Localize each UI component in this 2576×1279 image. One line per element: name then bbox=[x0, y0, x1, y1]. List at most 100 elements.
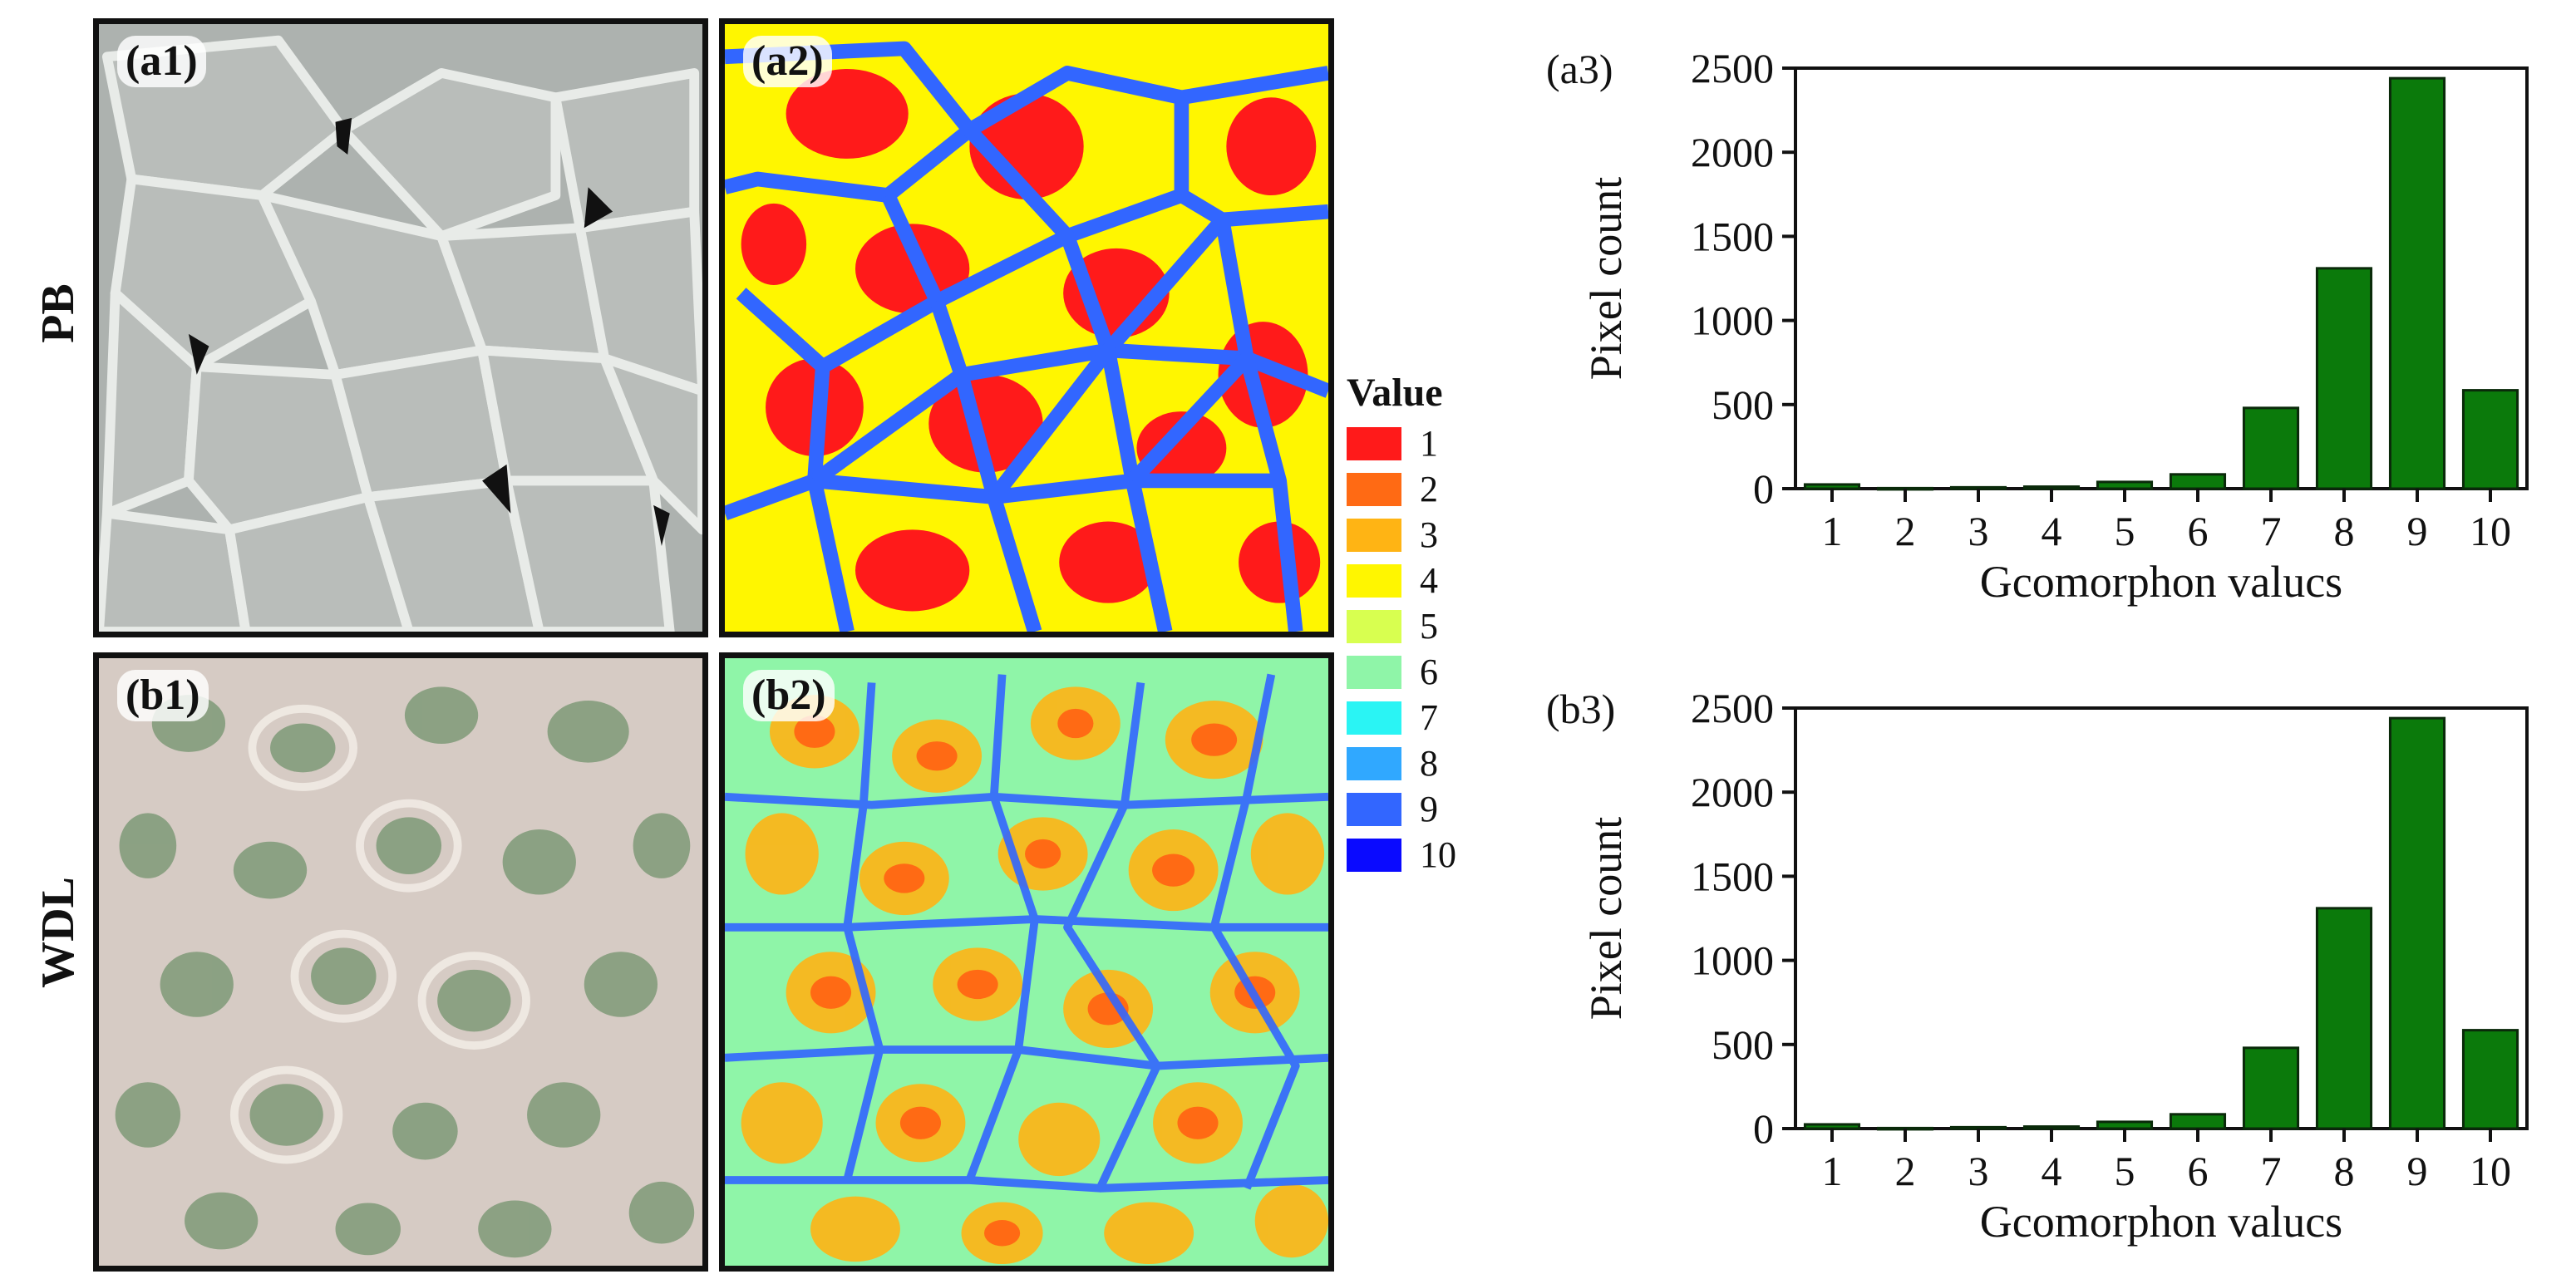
chart-b3-bar bbox=[2096, 1120, 2154, 1130]
legend-label: 7 bbox=[1420, 697, 1438, 738]
chart-a3-bar bbox=[2096, 480, 2154, 490]
chart-b3-xtick-label: 10 bbox=[2470, 1148, 2511, 1194]
legend-item: 1 bbox=[1347, 421, 1456, 466]
legend-swatch bbox=[1347, 746, 1401, 780]
chart-a3-xtick-label: 4 bbox=[2042, 508, 2062, 554]
chart-b3-bar bbox=[2169, 1113, 2227, 1130]
chart-a3-xtick-label: 9 bbox=[2407, 508, 2428, 554]
legend-label: 3 bbox=[1420, 514, 1438, 555]
chart-a3-xtick-label: 8 bbox=[2334, 508, 2355, 554]
chart-b3-xtick-label: 3 bbox=[1968, 1148, 1989, 1194]
legend-swatch bbox=[1347, 655, 1401, 689]
panel-label-a1: (a1) bbox=[117, 36, 206, 87]
chart-a3-plot-frame bbox=[1794, 66, 2529, 490]
chart-b3-ytick-label: 1000 bbox=[1691, 937, 1774, 984]
chart-a3-ytick-label: 1000 bbox=[1691, 298, 1774, 344]
chart-a3-bar bbox=[2169, 473, 2227, 490]
chart-b3-xtick-label: 2 bbox=[1895, 1148, 1916, 1194]
chart-b3-bar bbox=[1803, 1123, 1861, 1130]
wdl-photo-image bbox=[99, 658, 702, 1266]
row-label-wdl: WDL bbox=[32, 877, 84, 988]
chart-a3: (a3) 0 500 1000 1500 2000 2500 1 2 3 4 5 6 7 8 9 10 Gcomo… bbox=[1529, 0, 2560, 632]
chart-b3-svg: (b3) 0 500 1000 1500 2000 2500 1 2 3 4 5 6 7 8 9 10 Gcomo… bbox=[1546, 685, 2529, 1247]
legend-label: 8 bbox=[1420, 743, 1438, 784]
legend-item: 9 bbox=[1347, 786, 1456, 832]
chart-b3-xtick-label: 5 bbox=[2115, 1148, 2135, 1194]
chart-a3-xtick-label: 1 bbox=[1822, 508, 1843, 554]
panel-a2-map: (a2) bbox=[719, 18, 1334, 637]
chart-a3-bar bbox=[1949, 485, 2007, 490]
chart-a3-ytick-label: 2500 bbox=[1691, 45, 1774, 91]
panel-a1-photo: (a1) bbox=[93, 18, 708, 637]
chart-a3-ylabel: Pixel count bbox=[1581, 177, 1631, 380]
panel-b2-map: (b2) bbox=[719, 652, 1334, 1272]
legend-swatch bbox=[1347, 472, 1401, 506]
pb-photo-image bbox=[99, 24, 702, 632]
chart-a3-xtick-label: 5 bbox=[2115, 508, 2135, 554]
legend-label: 5 bbox=[1420, 606, 1438, 647]
legend-label: 6 bbox=[1420, 652, 1438, 692]
chart-b3-bar bbox=[2022, 1125, 2081, 1130]
panel-label-b1: (b1) bbox=[117, 670, 209, 721]
chart-b3-bar bbox=[2242, 1046, 2300, 1130]
legend-swatch bbox=[1347, 838, 1401, 872]
chart-a3-xtick-label: 2 bbox=[1895, 508, 1916, 554]
wdl-geomorphon-map bbox=[725, 658, 1328, 1266]
legend-label: 10 bbox=[1420, 834, 1456, 875]
legend-item: 5 bbox=[1347, 603, 1456, 649]
chart-a3-xtick-label: 7 bbox=[2261, 508, 2282, 554]
legend-item: 10 bbox=[1347, 832, 1456, 878]
legend-swatch bbox=[1347, 609, 1401, 643]
legend-swatch bbox=[1347, 518, 1401, 552]
chart-a3-bar bbox=[2461, 389, 2519, 490]
legend-item: 6 bbox=[1347, 649, 1456, 695]
chart-b3-ytick-label: 500 bbox=[1712, 1021, 1774, 1068]
panel-b1-photo: (b1) bbox=[93, 652, 708, 1272]
chart-a3-panel-label: (a3) bbox=[1546, 46, 1613, 92]
chart-b3-xtick-label: 4 bbox=[2042, 1148, 2062, 1194]
chart-b3-ytick-label: 0 bbox=[1753, 1105, 1774, 1152]
chart-b3-bar bbox=[1949, 1125, 2007, 1130]
chart-b3-plot-frame bbox=[1794, 706, 2529, 1130]
row-label-pb: PB bbox=[32, 283, 84, 343]
legend-label: 4 bbox=[1420, 560, 1438, 601]
chart-b3-panel-label: (b3) bbox=[1546, 686, 1615, 732]
chart-a3-xtick-label: 3 bbox=[1968, 508, 1989, 554]
chart-a3-ytick-label: 2000 bbox=[1691, 129, 1774, 175]
chart-a3-ytick-label: 500 bbox=[1712, 381, 1774, 428]
chart-b3-xlabel: Gcomorphon valucs bbox=[1980, 1197, 2342, 1247]
legend-item: 3 bbox=[1347, 512, 1456, 558]
chart-b3-bar bbox=[2388, 716, 2446, 1130]
legend-label: 9 bbox=[1420, 789, 1438, 829]
legend-swatch bbox=[1347, 563, 1401, 598]
chart-a3-ytick-label: 1500 bbox=[1691, 213, 1774, 259]
legend-swatch bbox=[1347, 792, 1401, 826]
chart-b3-ylabel: Pixel count bbox=[1581, 817, 1631, 1020]
pb-geomorphon-map bbox=[725, 24, 1328, 632]
chart-a3-bar bbox=[2388, 76, 2446, 490]
chart-b3-xtick-label: 7 bbox=[2261, 1148, 2282, 1194]
chart-a3-bar bbox=[2022, 485, 2081, 490]
panel-label-a2: (a2) bbox=[743, 36, 832, 87]
chart-a3-ytick-label: 0 bbox=[1753, 465, 1774, 512]
legend-label: 1 bbox=[1420, 423, 1438, 464]
legend-item: 4 bbox=[1347, 558, 1456, 603]
chart-a3-xtick-label: 6 bbox=[2188, 508, 2209, 554]
legend-item: 2 bbox=[1347, 466, 1456, 512]
value-legend: Value 1 2 3 4 5 6 7 8 9 10 bbox=[1347, 370, 1456, 878]
legend-item: 8 bbox=[1347, 740, 1456, 786]
chart-b3-xtick-label: 8 bbox=[2334, 1148, 2355, 1194]
chart-a3-xlabel: Gcomorphon valucs bbox=[1980, 557, 2342, 607]
chart-b3-bar bbox=[2315, 907, 2373, 1130]
chart-b3-xtick-label: 1 bbox=[1822, 1148, 1843, 1194]
chart-b3-xtick-label: 9 bbox=[2407, 1148, 2428, 1194]
chart-b3-ytick-label: 1500 bbox=[1691, 853, 1774, 899]
chart-b3-ytick-label: 2000 bbox=[1691, 769, 1774, 815]
legend-swatch bbox=[1347, 701, 1401, 735]
legend-swatch bbox=[1347, 426, 1401, 460]
legend-title: Value bbox=[1347, 371, 1443, 415]
chart-a3-svg: (a3) 0 500 1000 1500 2000 2500 1 2 3 4 5 6 7 8 9 10 Gcomo… bbox=[1546, 45, 2529, 607]
chart-b3-ytick-label: 2500 bbox=[1691, 685, 1774, 731]
chart-a3-xtick-label: 10 bbox=[2470, 508, 2511, 554]
chart-b3: (b3) 0 500 1000 1500 2000 2500 1 2 3 4 5 6 7 8 9 10 Gcomo… bbox=[1529, 640, 2560, 1272]
